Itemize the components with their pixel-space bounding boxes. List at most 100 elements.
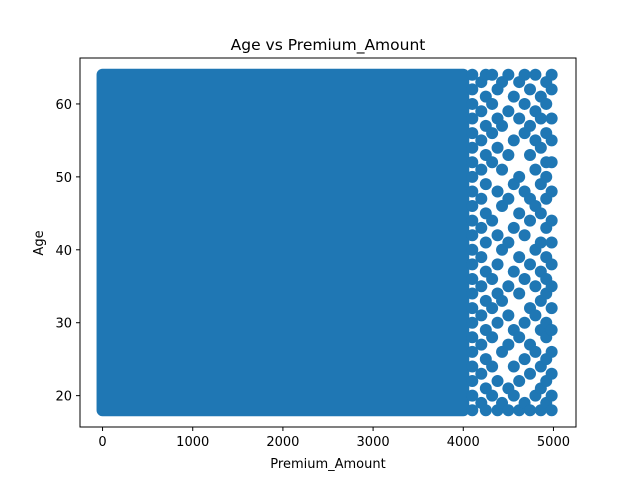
scatter-point (545, 112, 558, 125)
scatter-point (502, 338, 515, 351)
scatter-point (513, 112, 526, 125)
points-layer (96, 68, 558, 417)
scatter-point (466, 389, 479, 402)
scatter-point (475, 251, 488, 264)
scatter-point (486, 68, 499, 81)
scatter-point (513, 251, 526, 264)
y-tick-label: 30 (55, 317, 72, 332)
scatter-point (491, 258, 504, 271)
scatter-point (518, 229, 531, 242)
scatter-point (475, 221, 488, 234)
scatter-point (502, 192, 515, 205)
scatter-point (534, 207, 547, 220)
scatter-point (491, 375, 504, 388)
scatter-point (466, 127, 479, 140)
scatter-point (466, 287, 479, 300)
scatter-point (502, 68, 515, 81)
scatter-point (518, 353, 531, 366)
scatter-point (545, 83, 558, 96)
scatter-point (496, 294, 509, 307)
scatter-point (545, 236, 558, 249)
scatter-point (545, 214, 558, 227)
scatter-point (466, 375, 479, 388)
y-tick-label: 20 (55, 390, 72, 405)
scatter-point (466, 258, 479, 271)
x-tick-label: 2000 (266, 435, 299, 450)
scatter-point (466, 360, 479, 373)
scatter-point (466, 83, 479, 96)
scatter-point (466, 112, 479, 125)
scatter-point (491, 185, 504, 198)
scatter-point (486, 272, 499, 285)
x-tick-label: 3000 (357, 435, 390, 450)
x-axis-label: Premium_Amount (270, 457, 385, 472)
scatter-point (466, 316, 479, 329)
x-tick-label: 5000 (537, 435, 570, 450)
scatter-point (479, 178, 492, 191)
scatter-point (466, 141, 479, 154)
scatter-point (524, 258, 537, 271)
dense-point-region (96, 68, 470, 417)
scatter-point (496, 119, 509, 132)
scatter-point (524, 148, 537, 161)
scatter-point (502, 236, 515, 249)
scatter-point (529, 345, 542, 358)
chart-title: Age vs Premium_Amount (231, 36, 426, 55)
scatter-point (475, 134, 488, 147)
scatter-point (475, 367, 488, 380)
scatter-point (486, 389, 499, 402)
scatter-point (513, 170, 526, 183)
scatter-point (545, 185, 558, 198)
scatter-point (466, 272, 479, 285)
scatter-point (479, 236, 492, 249)
scatter-point (545, 389, 558, 402)
scatter-point (518, 272, 531, 285)
scatter-point (466, 156, 479, 169)
y-tick-label: 50 (55, 171, 72, 186)
scatter-point (513, 331, 526, 344)
scatter-point (545, 302, 558, 315)
scatter-point (545, 156, 558, 169)
scatter-point (486, 156, 499, 169)
scatter-point (502, 404, 515, 417)
scatter-point (486, 302, 499, 315)
scatter-point (466, 185, 479, 198)
scatter-point (540, 170, 553, 183)
scatter-point (466, 214, 479, 227)
scatter-point (507, 90, 520, 103)
scatter-point (466, 97, 479, 110)
scatter-point (524, 367, 537, 380)
scatter-point (513, 287, 526, 300)
scatter-point (507, 389, 520, 402)
scatter-point (524, 214, 537, 227)
scatter-point (475, 192, 488, 205)
scatter-point (545, 345, 558, 358)
scatter-point (540, 97, 553, 110)
axes-layer: 0 1000 2000 3000 4000 5000 20 30 40 50 60 (55, 57, 577, 450)
scatter-point (502, 105, 515, 118)
scatter-point (466, 68, 479, 81)
plot-frame (79, 57, 577, 428)
scatter-point (545, 367, 558, 380)
scatter-point (479, 404, 492, 417)
scatter-point (507, 360, 520, 373)
scatter-point (486, 331, 499, 344)
scatter-point (529, 309, 542, 322)
scatter-point (491, 316, 504, 329)
scatter-point (545, 280, 558, 293)
scatter-point (545, 68, 558, 81)
scatter-point (491, 229, 504, 242)
scatter-point (534, 112, 547, 125)
scatter-point (524, 404, 537, 417)
scatter-point (534, 236, 547, 249)
scatter-point (486, 214, 499, 227)
scatter-point (466, 229, 479, 242)
scatter-point (466, 331, 479, 344)
scatter-point (496, 163, 509, 176)
scatter-point (529, 68, 542, 81)
y-tick-label: 40 (55, 244, 72, 259)
scatter-point (466, 302, 479, 315)
scatter-point (466, 200, 479, 213)
scatter-point (518, 68, 531, 81)
